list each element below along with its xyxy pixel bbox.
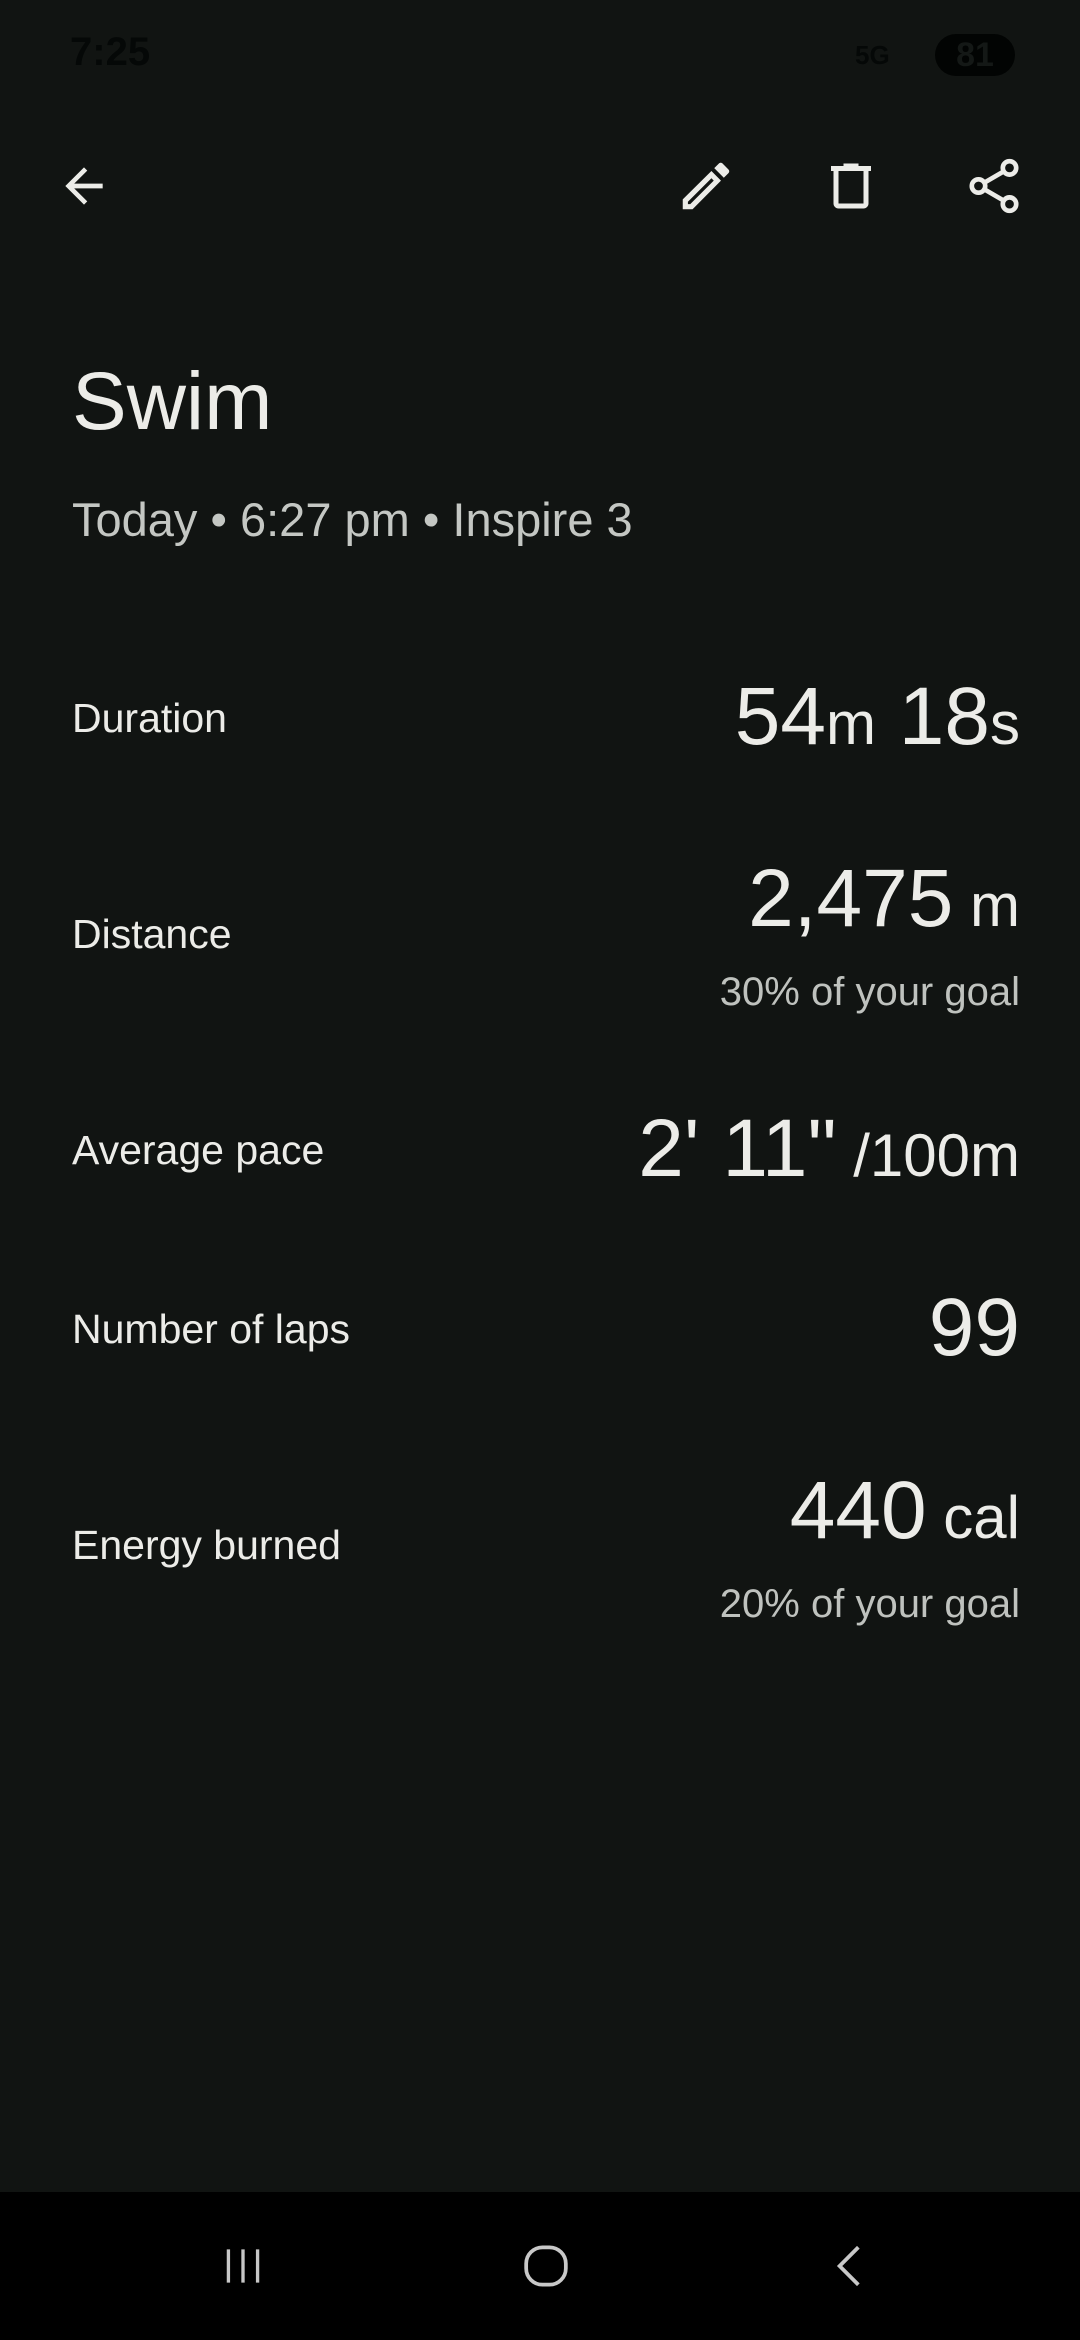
recents-icon xyxy=(226,2249,260,2283)
energy-value: 440 xyxy=(789,1465,927,1556)
recents-button[interactable] xyxy=(203,2226,283,2306)
pace-value: 2' 11" xyxy=(638,1103,837,1194)
energy-goal: 20% of your goal xyxy=(719,1582,1020,1626)
share-icon xyxy=(969,158,1019,214)
edit-button[interactable] xyxy=(666,146,746,226)
page-subtitle: Today • 6:27 pm • Inspire 3 xyxy=(72,493,633,546)
stat-label-laps: Number of laps xyxy=(72,1306,351,1352)
energy-unit: cal xyxy=(926,1484,1020,1551)
distance-value: 2,475 xyxy=(748,853,954,944)
duration-seconds: 18 xyxy=(876,671,990,762)
chevron-left-icon xyxy=(836,2245,860,2287)
delete-button[interactable] xyxy=(811,146,891,226)
duration-seconds-unit: s xyxy=(990,690,1020,757)
battery-indicator: 81 xyxy=(935,34,1015,76)
duration-minutes: 54 xyxy=(734,671,827,762)
status-time: 7:25 xyxy=(70,30,151,74)
stat-label-energy: Energy burned xyxy=(72,1522,341,1568)
stat-label-distance: Distance xyxy=(72,911,232,957)
page-title: Swim xyxy=(72,356,273,447)
distance-goal: 30% of your goal xyxy=(719,970,1020,1014)
distance-unit: m xyxy=(953,872,1020,939)
trash-icon xyxy=(831,163,871,209)
stat-value-duration: 54m 18s xyxy=(735,670,1020,764)
stat-label-duration: Duration xyxy=(72,695,227,741)
stat-value-energy: 440 cal xyxy=(790,1464,1020,1558)
arrow-left-icon xyxy=(65,167,103,205)
home-icon xyxy=(524,2245,568,2287)
stat-value-pace: 2' 11" /100m xyxy=(638,1102,1020,1196)
nav-back-button[interactable] xyxy=(810,2226,890,2306)
duration-minutes-unit: m xyxy=(826,690,876,757)
home-button[interactable] xyxy=(506,2226,586,2306)
share-button[interactable] xyxy=(954,146,1034,226)
pace-unit: /100m xyxy=(836,1122,1020,1189)
back-button[interactable] xyxy=(44,146,124,226)
stat-value-distance: 2,475 m xyxy=(748,852,1020,946)
network-indicator: 5G xyxy=(855,40,890,70)
system-nav-bar xyxy=(0,2192,1080,2340)
stat-value-laps: 99 xyxy=(928,1282,1020,1373)
pencil-icon xyxy=(682,162,730,210)
stat-label-pace: Average pace xyxy=(72,1127,325,1173)
